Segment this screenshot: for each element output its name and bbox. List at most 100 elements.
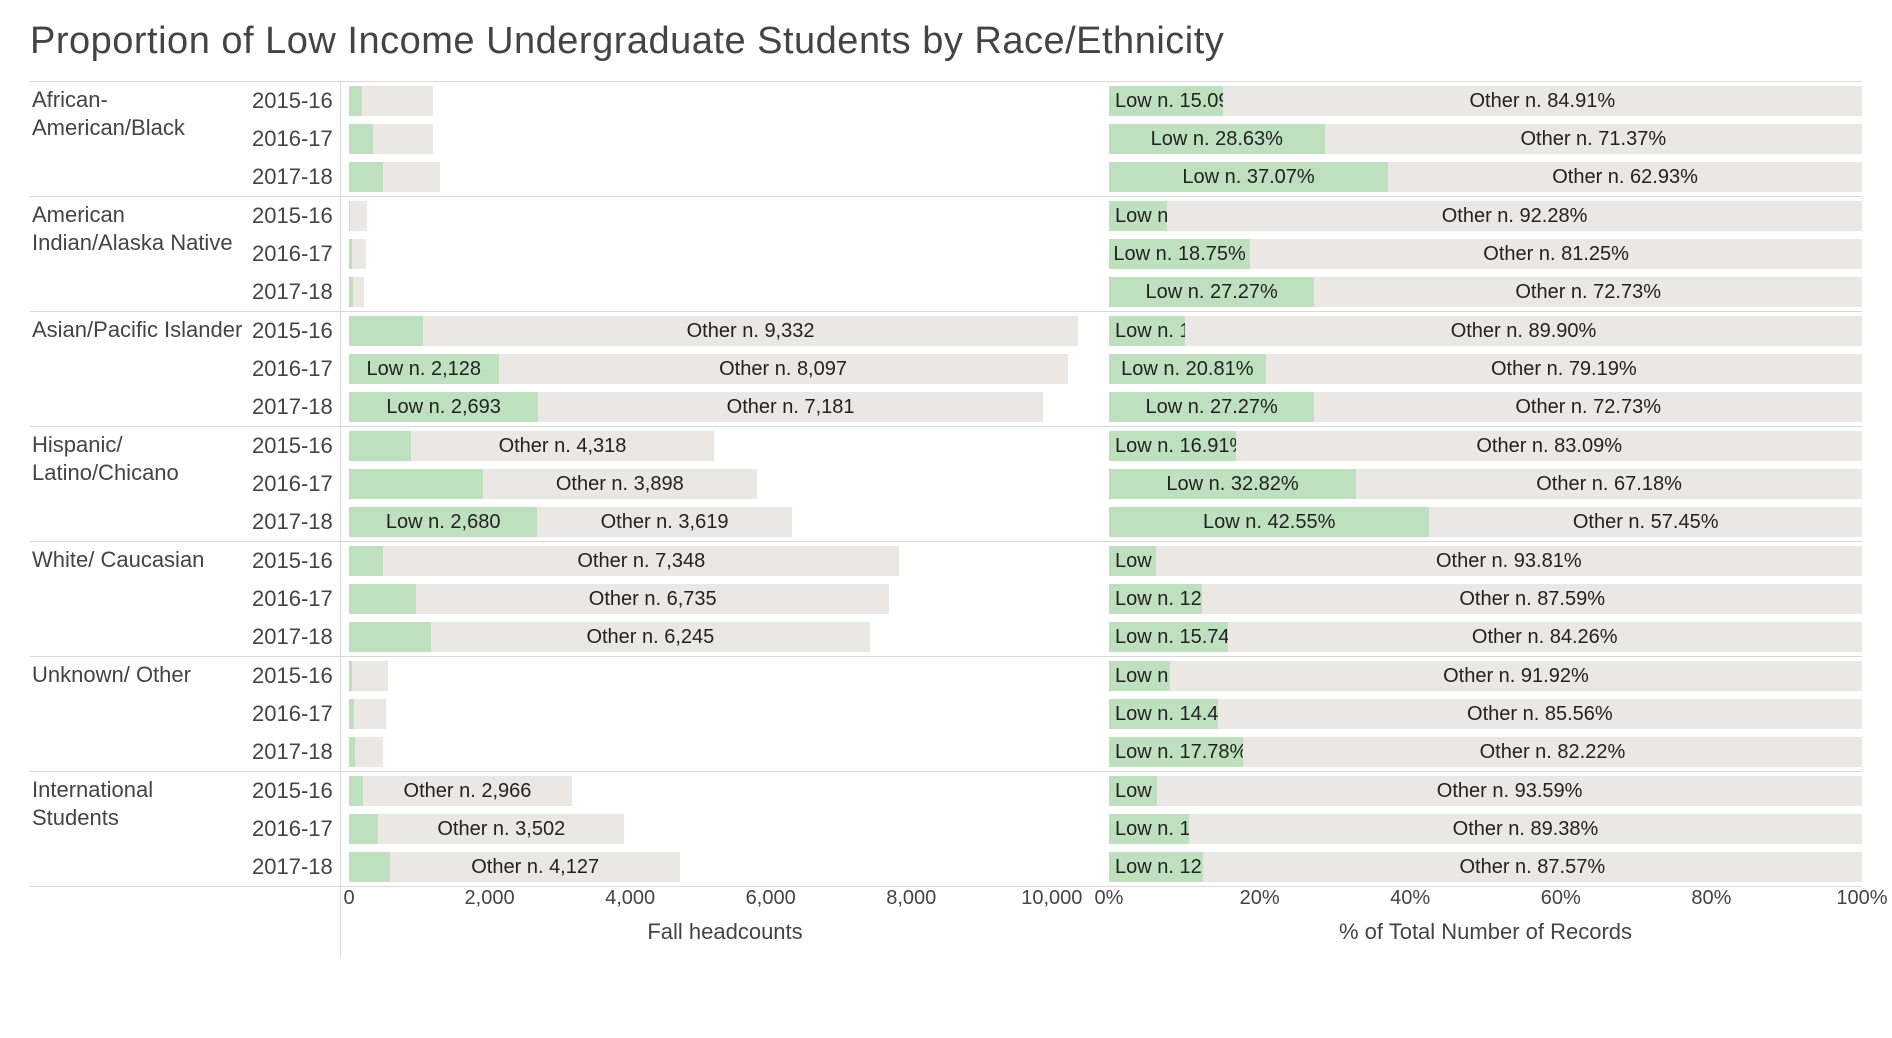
- bar-segment-other-pct: Other n. 92.28%: [1167, 201, 1862, 231]
- bar-row: Low n. 12.41%Other n. 87.59%: [1109, 580, 1862, 618]
- bar-segment-other-pct: Other n. 72.73%: [1314, 277, 1862, 307]
- bar-row: Other n. 3,502: [349, 810, 1101, 848]
- bar-segment-other: [383, 162, 441, 192]
- axis-tick: 40%: [1390, 887, 1430, 910]
- bar-row: Low n. 18.75%Other n. 81.25%: [1109, 235, 1862, 273]
- bar-row: Low n. 2,128Other n. 8,097: [349, 350, 1101, 388]
- bar-segment-other-pct: Other n. 87.57%: [1203, 852, 1862, 882]
- axis-tick: 6,000: [746, 887, 796, 910]
- bar-segment-other-pct: Other n. 93.81%: [1156, 546, 1862, 576]
- bar-segment-low-pct: Low n. 27.27%: [1109, 392, 1314, 422]
- bar-segment-other-pct: Other n. 87.59%: [1202, 584, 1862, 614]
- bar-row: Low n. 27.27%Other n. 72.73%: [1109, 388, 1862, 426]
- bar-segment-other-pct: Other n. 91.92%: [1170, 661, 1862, 691]
- bar-segment-other: Other n. 4,127: [390, 852, 680, 882]
- bar-segment-other: Other n. 8,097: [499, 354, 1068, 384]
- percent-bars: Low n. 16.91%Other n. 83.09%Low n. 32.82…: [1101, 427, 1862, 542]
- bar-row: Low n. 14.44%Other n. 85.56%: [1109, 695, 1862, 733]
- bar-segment-other: Other n. 7,348: [383, 546, 899, 576]
- axis-tick: 10,000: [1021, 887, 1082, 910]
- bar-row: Low n. 10.10%Other n. 89.90%: [1109, 312, 1862, 350]
- year-column: 2015-162016-172017-18: [250, 82, 340, 197]
- group-label: International Students: [30, 772, 250, 887]
- bar-segment-low: Low n. 2,693: [349, 392, 538, 422]
- bar-row: Other n. 7,348: [349, 542, 1101, 580]
- axis-tick: 20%: [1240, 887, 1280, 910]
- year-column: 2015-162016-172017-18: [250, 312, 340, 427]
- group-label: American Indian/Alaska Native: [30, 197, 250, 312]
- bar-row: [349, 197, 1101, 235]
- bar-segment-other: Other n. 6,735: [416, 584, 889, 614]
- bar-row: [349, 120, 1101, 158]
- bar-segment-low: [349, 469, 483, 499]
- page-title: Proportion of Low Income Undergraduate S…: [30, 20, 1862, 63]
- bar-segment-other: Other n. 6,245: [431, 622, 870, 652]
- bar-row: Other n. 6,245: [349, 618, 1101, 656]
- year-label: 2016-17: [250, 695, 340, 733]
- bar-segment-other-pct: Other n. 89.38%: [1189, 814, 1862, 844]
- bar-segment-other: [352, 239, 366, 269]
- headcount-bars: Other n. 7,348 Other n. 6,735 Other n. 6,2…: [340, 542, 1101, 657]
- bar-segment-low: Low n. 2,680: [349, 507, 537, 537]
- axis-tick: 80%: [1691, 887, 1731, 910]
- bar-segment-low: [349, 316, 423, 346]
- bar-row: Low n. 17.78%Other n. 82.22%: [1109, 733, 1862, 771]
- bar-segment-other-pct: Other n. 89.90%: [1185, 316, 1862, 346]
- headcount-bars: [340, 657, 1101, 772]
- year-label: 2015-16: [250, 657, 340, 695]
- year-label: 2016-17: [250, 580, 340, 618]
- bar-segment-other: Other n. 3,502: [378, 814, 624, 844]
- bar-row: Low n. 32.82%Other n. 67.18%: [1109, 465, 1862, 503]
- bar-segment-other: [350, 201, 367, 231]
- bar-row: Low n. 12.43%Other n. 87.57%: [1109, 848, 1862, 886]
- bar-segment-low: [349, 124, 373, 154]
- bar-segment-other: [352, 661, 388, 691]
- group-label: Asian/Pacific Islander: [30, 312, 250, 427]
- chart-grid: African-American/Black2015-162016-172017…: [30, 81, 1862, 887]
- bar-row: Other n. 4,127: [349, 848, 1101, 886]
- headcount-bars: [340, 82, 1101, 197]
- bar-segment-other: Other n. 3,898: [483, 469, 757, 499]
- bar-segment-low: [349, 622, 431, 652]
- bar-segment-other: [353, 277, 364, 307]
- year-label: 2015-16: [250, 82, 340, 120]
- year-label: 2016-17: [250, 465, 340, 503]
- bar-segment-low: [349, 584, 416, 614]
- bar-segment-other: [354, 699, 385, 729]
- bar-segment-other-pct: Other n. 71.37%: [1325, 124, 1862, 154]
- percent-bars: Low n. 6.19%Other n. 93.81%Low n. 12.41%…: [1101, 542, 1862, 657]
- axis-tick: 0: [343, 887, 354, 910]
- bar-segment-other: [373, 124, 433, 154]
- year-label: 2015-16: [250, 772, 340, 810]
- bar-segment-low: [349, 852, 390, 882]
- bar-row: [349, 235, 1101, 273]
- axis-tick: 8,000: [886, 887, 936, 910]
- year-label: 2017-18: [250, 618, 340, 656]
- year-label: 2016-17: [250, 350, 340, 388]
- left-axis-title: Fall headcounts: [349, 919, 1101, 945]
- axis-tick: 2,000: [465, 887, 515, 910]
- bar-segment-other-pct: Other n. 67.18%: [1356, 469, 1862, 499]
- bar-row: Low n. 27.27%Other n. 72.73%: [1109, 273, 1862, 311]
- year-column: 2015-162016-172017-18: [250, 772, 340, 887]
- bar-segment-other: [355, 737, 383, 767]
- right-axis: 0%20%40%60%80%100% % of Total Number of …: [1101, 887, 1862, 957]
- year-label: 2015-16: [250, 197, 340, 235]
- bar-row: [349, 657, 1101, 695]
- bar-segment-other-pct: Other n. 93.59%: [1157, 776, 1862, 806]
- bar-segment-low-pct: Low n. 18.75%: [1109, 239, 1250, 269]
- bar-segment-low-pct: Low n. 37.07%: [1109, 162, 1388, 192]
- year-label: 2017-18: [250, 158, 340, 196]
- group-label: White/ Caucasian: [30, 542, 250, 657]
- bar-row: Low n. 2,680Other n. 3,619: [349, 503, 1101, 541]
- year-label: 2017-18: [250, 848, 340, 886]
- bar-segment-other-pct: Other n. 79.19%: [1266, 354, 1862, 384]
- bar-segment-low-pct: Low n. 27.27%: [1109, 277, 1314, 307]
- bar-row: [349, 733, 1101, 771]
- bar-segment-low-pct: Low n. 28.63%: [1109, 124, 1325, 154]
- bar-segment-other-pct: Other n. 84.26%: [1228, 622, 1862, 652]
- bar-segment-other: Other n. 3,619: [537, 507, 791, 537]
- bar-row: [349, 82, 1101, 120]
- chart-container: Proportion of Low Income Undergraduate S…: [0, 0, 1892, 1038]
- right-axis-title: % of Total Number of Records: [1109, 919, 1862, 945]
